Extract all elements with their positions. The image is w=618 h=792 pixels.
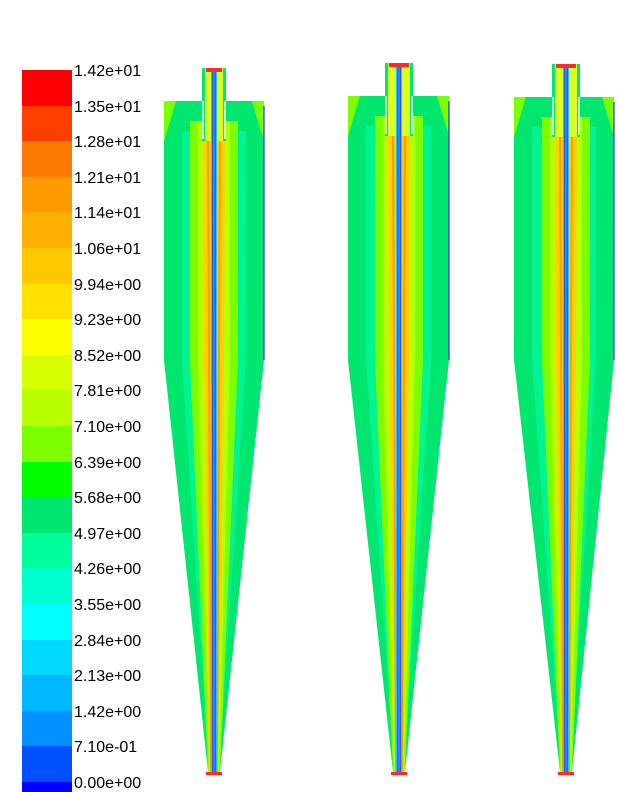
colorbar-label: 1.14e+01 bbox=[74, 205, 142, 223]
colorbar-label: 1.21e+01 bbox=[74, 169, 142, 187]
colorbar-label: 2.84e+00 bbox=[74, 632, 142, 650]
colorbar-label: 3.55e+00 bbox=[74, 597, 142, 614]
colorbar-label: 9.23e+00 bbox=[74, 312, 142, 330]
colorbar-label: 1.42e+01 bbox=[74, 63, 142, 80]
colorbar-swatch bbox=[22, 710, 72, 747]
colorbar-swatch bbox=[22, 782, 72, 792]
cyclone-orange-streak bbox=[216, 140, 221, 773]
colorbar-label: 9.94e+00 bbox=[74, 276, 142, 294]
colorbar-swatch bbox=[22, 248, 72, 284]
colorbar-swatch bbox=[22, 176, 72, 213]
cyclone-corner-patch bbox=[514, 97, 526, 137]
cyclone-corner-patch bbox=[348, 96, 360, 136]
colorbar-swatch bbox=[22, 319, 72, 356]
outlet-cap bbox=[206, 772, 222, 775]
vortex-finder-cap bbox=[556, 64, 576, 68]
colorbar-label: 4.97e+00 bbox=[74, 525, 142, 543]
outlet-cap bbox=[558, 772, 574, 775]
colorbar-label: 8.52e+00 bbox=[74, 347, 142, 365]
cyclone-orange-streak bbox=[207, 140, 212, 773]
colorbar-label: 4.26e+00 bbox=[74, 561, 142, 579]
vortex-finder-cap bbox=[389, 63, 409, 67]
colorbar-label: 5.68e+00 bbox=[74, 490, 142, 508]
cyclone-orange-streak bbox=[568, 136, 573, 773]
colorbar-swatch bbox=[22, 675, 72, 712]
colorbar-swatch bbox=[22, 141, 72, 178]
colorbar-swatch bbox=[22, 426, 72, 462]
colorbar-label: 7.10e+00 bbox=[74, 419, 142, 436]
colorbar-label: 7.81e+00 bbox=[74, 383, 142, 401]
colorbar-swatch bbox=[22, 639, 72, 676]
colorbar-swatch bbox=[22, 70, 72, 106]
colorbar-label: 7.10e-01 bbox=[74, 739, 138, 757]
cyclone-orange-streak bbox=[392, 135, 397, 773]
outlet-cap bbox=[391, 772, 407, 775]
colorbar-label: 1.42e+00 bbox=[74, 703, 142, 721]
cyclone-corner-patch bbox=[602, 97, 614, 137]
colorbar-label: 6.39e+00 bbox=[74, 454, 142, 472]
vortex-finder-cap bbox=[206, 68, 222, 72]
colorbar-label: 1.35e+01 bbox=[74, 98, 142, 116]
colorbar-swatch bbox=[22, 283, 72, 320]
colorbar-swatch bbox=[22, 604, 72, 640]
colorbar-label: 1.28e+01 bbox=[74, 134, 142, 152]
colorbar-swatch bbox=[22, 497, 72, 534]
colorbar-swatch bbox=[22, 212, 72, 249]
colorbar-swatch bbox=[22, 461, 72, 498]
cyclone-corner-patch bbox=[252, 101, 264, 141]
colorbar-label: 2.13e+00 bbox=[74, 668, 142, 686]
cyclone-corner-patch bbox=[164, 101, 176, 141]
colorbar-swatch bbox=[22, 746, 72, 783]
colorbar-swatch bbox=[22, 532, 72, 569]
cyclone-orange-streak bbox=[401, 135, 406, 773]
colorbar-swatch bbox=[22, 390, 72, 427]
colorbar-label: 1.06e+01 bbox=[74, 241, 142, 258]
cyclone-corner-patch bbox=[437, 96, 449, 136]
colorbar-swatch bbox=[22, 105, 72, 142]
cyclone-orange-streak bbox=[559, 136, 564, 773]
colorbar-swatch bbox=[22, 354, 72, 391]
colorbar-swatch bbox=[22, 568, 72, 605]
